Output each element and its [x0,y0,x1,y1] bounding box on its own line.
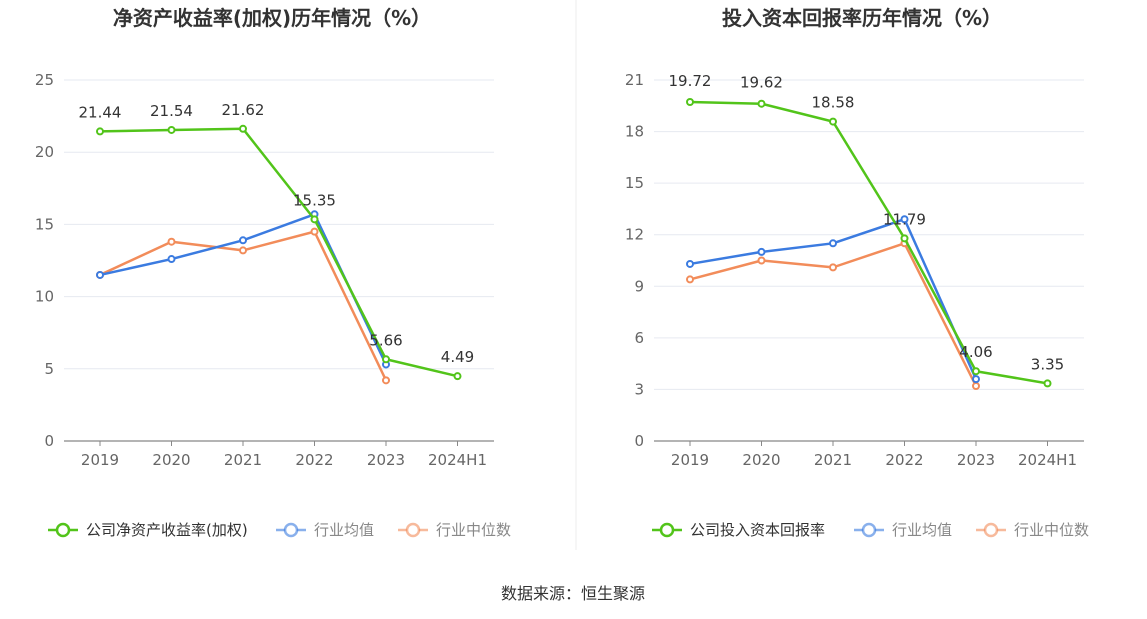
data-label: 21.54 [150,102,193,120]
data-point [686,259,694,268]
data-label: 21.44 [79,103,122,121]
data-label: 21.62 [222,101,265,119]
x-tick-label: 2021 [224,451,262,469]
x-tick-label: 2019 [671,451,709,469]
x-tick-label: 2023 [957,451,995,469]
data-label: 15.35 [293,191,336,209]
y-tick-label: 0 [634,432,644,450]
y-tick-label: 25 [35,71,54,89]
x-tick-label: 2022 [885,451,923,469]
data-point [829,239,837,248]
y-tick-label: 12 [625,226,644,244]
data-label: 19.72 [669,72,712,90]
y-tick-label: 5 [44,360,54,378]
series-line [99,127,458,378]
legend-marker [659,522,675,538]
legend-label: 行业均值 [314,521,374,539]
roe-chart: 净资产收益率(加权)历年情况（%） 0 5 10 15 20 25 2019 2020 2021 2… [35,6,511,539]
data-point [239,124,247,133]
x-tick-label: 2021 [814,451,852,469]
x-tick-label: 2020 [152,451,190,469]
legend-marker [861,522,877,538]
data-point [900,215,909,224]
series-line [689,100,1048,385]
data-label: 5.66 [369,331,402,349]
data-point [757,256,766,265]
legend-label: 行业均值 [892,521,952,539]
data-point [310,215,319,224]
data-label: 18.58 [812,94,855,112]
data-point [757,247,766,256]
legend-label: 行业中位数 [1014,521,1089,539]
data-point [453,372,462,381]
roic-chart: 投入资本回报率历年情况（%） 0 3 6 9 12 15 18 21 2019 2020 2021 20… [625,6,1089,539]
data-label: 4.06 [959,343,992,361]
x-tick-label: 2020 [742,451,780,469]
data-point [167,255,176,264]
y-tick-label: 21 [625,71,644,89]
data-point [239,236,247,245]
data-label: 4.49 [441,348,474,366]
data-point [972,367,980,376]
data-point [167,125,176,134]
data-point [310,227,319,236]
y-tick-label: 0 [44,432,54,450]
x-tick-label: 2024H1 [428,451,487,469]
data-point [686,275,694,284]
y-tick-label: 3 [634,380,644,398]
y-tick-label: 10 [35,288,54,306]
y-tick-label: 20 [35,143,54,161]
data-label: 11.79 [883,210,926,228]
data-point [829,117,837,126]
chart-title: 净资产收益率(加权)历年情况（%） [113,6,431,30]
data-source: 数据来源：恒生聚源 [501,584,645,603]
x-tick-label: 2023 [367,451,405,469]
legend-label: 行业中位数 [436,521,511,539]
data-point [382,355,390,364]
data-label: 19.62 [740,74,783,92]
data-point [900,234,909,243]
y-tick-label: 6 [634,329,644,347]
data-point [686,98,694,107]
x-tick-label: 2022 [295,451,333,469]
legend-marker [405,522,421,538]
data-point [96,270,104,279]
legend-label: 公司净资产收益率(加权) [86,521,248,539]
y-tick-label: 18 [625,123,644,141]
data-point [972,381,980,390]
legend-marker [983,522,999,538]
data-label: 3.35 [1031,355,1064,373]
x-tick-label: 2019 [81,451,119,469]
data-point [829,263,837,272]
legend-label: 公司投入资本回报率 [690,521,825,539]
data-point [239,246,247,255]
y-tick-label: 15 [35,215,54,233]
legend-marker [55,522,71,538]
data-point [96,127,104,136]
data-point [1043,379,1052,388]
chart-title: 投入资本回报率历年情况（%） [722,6,1002,30]
data-point [757,99,766,108]
legend-marker [283,522,299,538]
data-point [382,376,390,385]
y-tick-label: 15 [625,174,644,192]
x-tick-label: 2024H1 [1018,451,1077,469]
data-point [972,375,980,384]
y-tick-label: 9 [634,277,644,295]
data-point [167,237,176,246]
